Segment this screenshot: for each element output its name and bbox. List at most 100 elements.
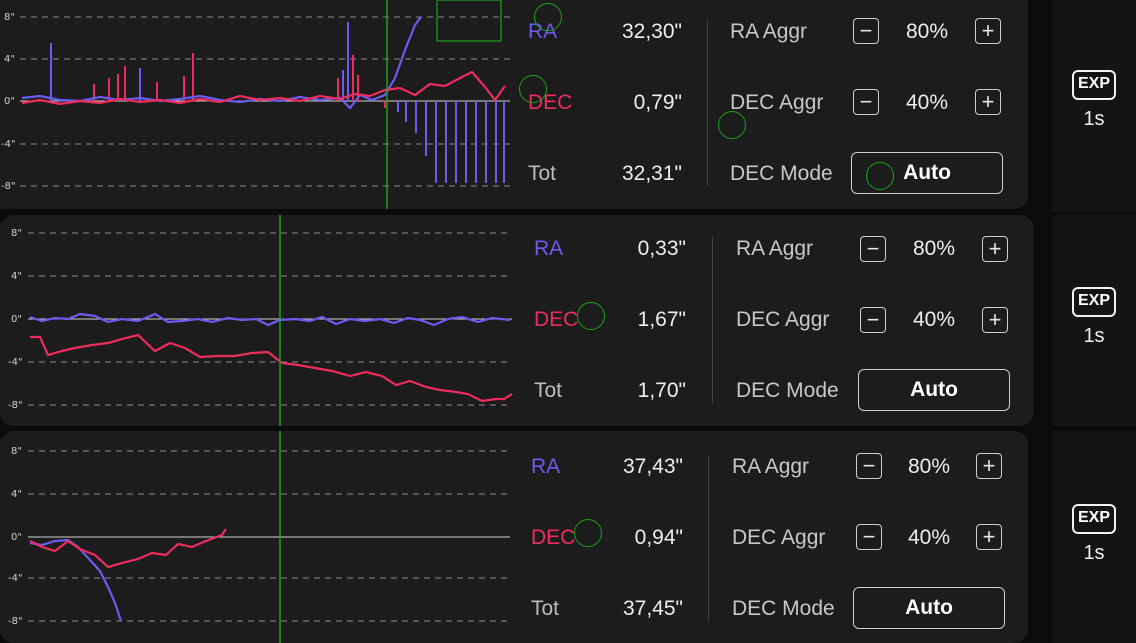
grid-lines xyxy=(28,232,512,406)
dec-label: DEC xyxy=(534,308,579,331)
touch-indicator xyxy=(866,162,894,190)
dec-trace xyxy=(30,333,513,403)
exposure-time: 1s xyxy=(1083,542,1105,564)
plus-icon: + xyxy=(982,453,996,478)
guide-graph[interactable]: 8" 4" 0" -4" -8" xyxy=(0,215,520,426)
guide-graph[interactable]: 8" 4" 0" -4" -8" xyxy=(0,431,520,643)
dec-aggr-label: DEC Aggr xyxy=(732,526,826,549)
ra-aggr-label: RA Aggr xyxy=(736,237,814,260)
ra-aggr-decrease-button[interactable]: − xyxy=(853,18,879,44)
dec-aggr-decrease-button[interactable]: − xyxy=(856,524,882,550)
dec-value: 1,67" xyxy=(637,308,686,331)
tick-label: 0" xyxy=(11,314,22,325)
plus-icon: + xyxy=(988,236,1002,261)
dec-aggr-label: DEC Aggr xyxy=(730,91,824,114)
exp-button[interactable]: EXP xyxy=(1072,504,1116,534)
dec-mode-button[interactable]: Auto xyxy=(851,152,1003,194)
ra-aggr-value: 80% xyxy=(912,237,956,260)
ra-aggr-label: RA Aggr xyxy=(732,455,810,478)
tot-label: Tot xyxy=(528,162,557,185)
dec-mode-label: DEC Mode xyxy=(732,597,835,620)
ra-aggr-decrease-button[interactable]: − xyxy=(860,236,886,262)
tick-label: -4" xyxy=(8,573,23,584)
ra-aggr-value: 80% xyxy=(907,455,951,478)
grid-lines xyxy=(20,16,510,187)
tick-label: -8" xyxy=(1,181,16,192)
tick-label: 8" xyxy=(11,228,22,239)
tick-label: 0" xyxy=(11,532,22,543)
ra-label: RA xyxy=(531,455,561,478)
ra-aggr-increase-button[interactable]: + xyxy=(976,453,1002,479)
ra-aggr-label: RA Aggr xyxy=(730,20,808,43)
dec-mode-button[interactable]: Auto xyxy=(858,369,1010,411)
exp-button[interactable]: EXP xyxy=(1072,70,1116,100)
dec-value: 0,79" xyxy=(633,91,682,114)
exposure-column: EXP 1s xyxy=(1052,0,1136,212)
ra-value: 32,30" xyxy=(621,20,682,43)
ra-correction-bars xyxy=(50,22,505,183)
dec-mode-label: DEC Mode xyxy=(736,379,839,402)
ra-aggr-increase-button[interactable]: + xyxy=(975,18,1001,44)
dec-aggr-increase-button[interactable]: + xyxy=(975,89,1001,115)
ra-aggr-increase-button[interactable]: + xyxy=(982,236,1008,262)
touch-indicator xyxy=(519,75,547,103)
dec-mode-button[interactable]: Auto xyxy=(853,587,1005,629)
guide-graph[interactable]: 8" 4" 0" -4" -8" xyxy=(0,0,520,209)
minus-icon: − xyxy=(862,524,876,549)
dec-trace xyxy=(21,70,506,106)
dec-aggr-decrease-button[interactable]: − xyxy=(853,89,879,115)
minus-icon: − xyxy=(859,18,873,43)
plus-icon: + xyxy=(981,89,995,114)
ra-aggr-decrease-button[interactable]: − xyxy=(856,453,882,479)
exposure-column: EXP 1s xyxy=(1052,431,1136,643)
exposure-time: 1s xyxy=(1083,108,1105,130)
tot-value: 37,45" xyxy=(622,597,683,620)
ra-label: RA xyxy=(534,237,564,260)
guide-panel-1: 8" 4" 0" -4" -8" xyxy=(0,0,1028,209)
dec-value: 0,94" xyxy=(634,526,683,549)
tot-value: 32,31" xyxy=(621,162,682,185)
divider xyxy=(707,20,708,186)
touch-indicator xyxy=(718,111,746,139)
exposure-column: EXP 1s xyxy=(1052,215,1136,426)
exposure-time: 1s xyxy=(1083,325,1105,347)
ra-aggr-value: 80% xyxy=(905,20,949,43)
minus-icon: − xyxy=(866,236,880,261)
minus-icon: − xyxy=(859,89,873,114)
divider xyxy=(712,237,713,403)
plus-icon: + xyxy=(981,18,995,43)
tick-label: -4" xyxy=(1,139,16,150)
tot-value: 1,70" xyxy=(637,379,686,402)
dec-aggr-decrease-button[interactable]: − xyxy=(860,307,886,333)
dec-aggr-increase-button[interactable]: + xyxy=(976,524,1002,550)
dec-mode-label: DEC Mode xyxy=(730,162,833,185)
ra-trace xyxy=(29,538,123,622)
touch-indicator xyxy=(577,302,605,330)
dec-trace xyxy=(29,528,227,569)
tick-label: 0" xyxy=(4,96,15,107)
grid-lines xyxy=(28,450,510,622)
minus-icon: − xyxy=(866,307,880,332)
dec-label: DEC xyxy=(531,526,576,549)
tick-label: 8" xyxy=(4,12,15,23)
guide-panel-3: 8" 4" 0" -4" -8" RA 37,43" DEC 0,94" Tot… xyxy=(0,431,1028,643)
tick-label: 4" xyxy=(11,489,22,500)
dec-aggr-value: 40% xyxy=(905,91,949,114)
divider xyxy=(708,455,709,621)
plus-icon: + xyxy=(982,524,996,549)
tot-label: Tot xyxy=(531,597,560,620)
target-box xyxy=(436,0,502,42)
dec-aggr-value: 40% xyxy=(912,308,956,331)
ra-value: 37,43" xyxy=(622,455,683,478)
tot-label: Tot xyxy=(534,379,563,402)
exp-button[interactable]: EXP xyxy=(1072,287,1116,317)
dec-aggr-increase-button[interactable]: + xyxy=(982,307,1008,333)
tick-label: 8" xyxy=(11,446,22,457)
touch-indicator xyxy=(534,3,562,31)
ra-trace xyxy=(29,312,511,327)
minus-icon: − xyxy=(862,453,876,478)
plus-icon: + xyxy=(988,307,1002,332)
ra-value: 0,33" xyxy=(637,237,686,260)
tick-label: -8" xyxy=(8,616,23,627)
dec-aggr-label: DEC Aggr xyxy=(736,308,830,331)
